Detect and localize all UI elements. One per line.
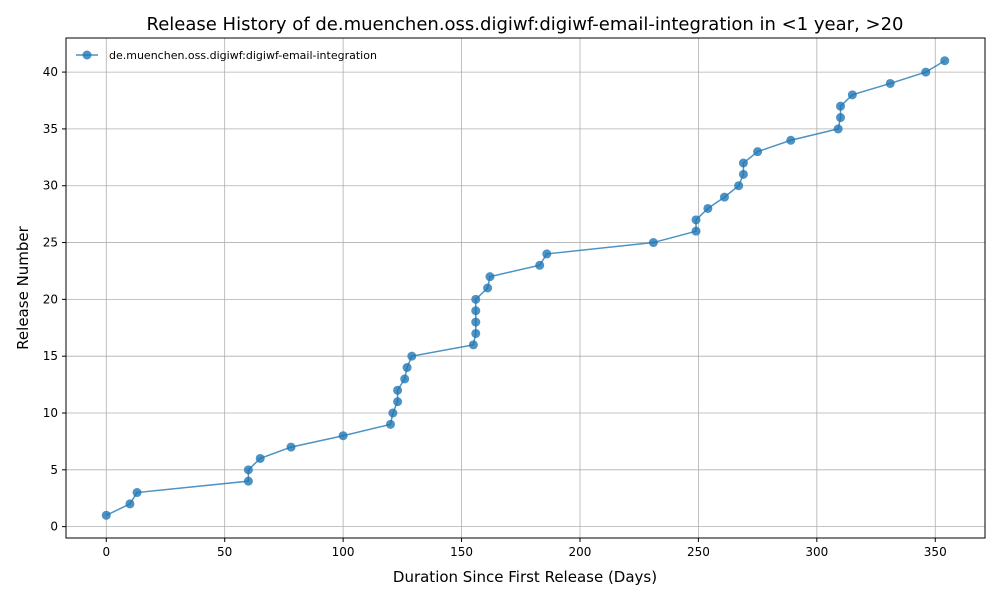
data-point xyxy=(471,306,481,316)
data-point xyxy=(542,249,552,259)
y-tick-label: 30 xyxy=(43,179,58,193)
x-axis-label: Duration Since First Release (Days) xyxy=(393,568,657,586)
data-point xyxy=(101,510,111,520)
y-tick-label: 15 xyxy=(43,349,58,363)
data-point xyxy=(393,385,403,395)
x-tick-label: 50 xyxy=(217,545,232,559)
data-point xyxy=(468,340,478,350)
y-tick-label: 40 xyxy=(43,65,58,79)
data-point xyxy=(786,135,796,145)
y-tick-label: 35 xyxy=(43,122,58,136)
data-point xyxy=(738,158,748,168)
data-point xyxy=(940,56,950,66)
data-point xyxy=(691,226,701,236)
data-point xyxy=(385,419,395,429)
data-point xyxy=(535,260,545,270)
data-point xyxy=(407,351,417,361)
data-point xyxy=(738,169,748,179)
y-axis-label: Release Number xyxy=(14,225,32,349)
data-point xyxy=(388,408,398,418)
x-tick-label: 100 xyxy=(332,545,355,559)
data-point xyxy=(734,181,744,191)
data-point xyxy=(132,488,142,498)
legend-marker-swatch xyxy=(82,50,92,60)
data-point xyxy=(125,499,135,509)
x-tick-label: 350 xyxy=(924,545,947,559)
data-point xyxy=(243,465,253,475)
x-tick-label: 300 xyxy=(805,545,828,559)
data-point xyxy=(885,78,895,88)
data-point xyxy=(255,453,265,463)
y-tick-label: 20 xyxy=(43,292,58,306)
data-point xyxy=(483,283,493,293)
x-tick-label: 150 xyxy=(450,545,473,559)
legend: de.muenchen.oss.digiwf:digiwf-email-inte… xyxy=(76,49,377,62)
data-point xyxy=(471,317,481,327)
data-point xyxy=(471,294,481,304)
data-point xyxy=(703,203,713,213)
y-tick-label: 5 xyxy=(50,463,58,477)
data-point xyxy=(719,192,729,202)
data-point xyxy=(921,67,931,77)
data-point xyxy=(400,374,410,384)
data-point xyxy=(836,113,846,123)
data-point xyxy=(836,101,846,111)
y-tick-label: 10 xyxy=(43,406,58,420)
x-tick-label: 200 xyxy=(569,545,592,559)
data-point xyxy=(691,215,701,225)
plot-frame xyxy=(65,37,986,539)
x-tick-label: 250 xyxy=(687,545,710,559)
data-point xyxy=(243,476,253,486)
data-point xyxy=(471,328,481,338)
series-layer xyxy=(101,56,950,520)
data-point xyxy=(753,147,763,157)
data-point xyxy=(833,124,843,134)
data-point xyxy=(286,442,296,452)
axis-ticks: 0 50 100 150 200 250 300 350 0 5 10 15 20 25 30 35 40 xyxy=(43,65,947,559)
x-tick-label: 0 xyxy=(102,545,110,559)
chart-title: Release History of de.muenchen.oss.digiw… xyxy=(147,14,904,35)
grid-lines xyxy=(66,38,985,538)
data-point xyxy=(648,238,658,248)
data-point xyxy=(338,431,348,441)
data-point xyxy=(485,272,495,282)
legend-label: de.muenchen.oss.digiwf:digiwf-email-inte… xyxy=(109,49,377,62)
data-point xyxy=(393,397,403,407)
data-point xyxy=(402,363,412,373)
y-tick-label: 0 xyxy=(50,520,58,534)
data-point xyxy=(847,90,857,100)
y-tick-label: 25 xyxy=(43,236,58,250)
